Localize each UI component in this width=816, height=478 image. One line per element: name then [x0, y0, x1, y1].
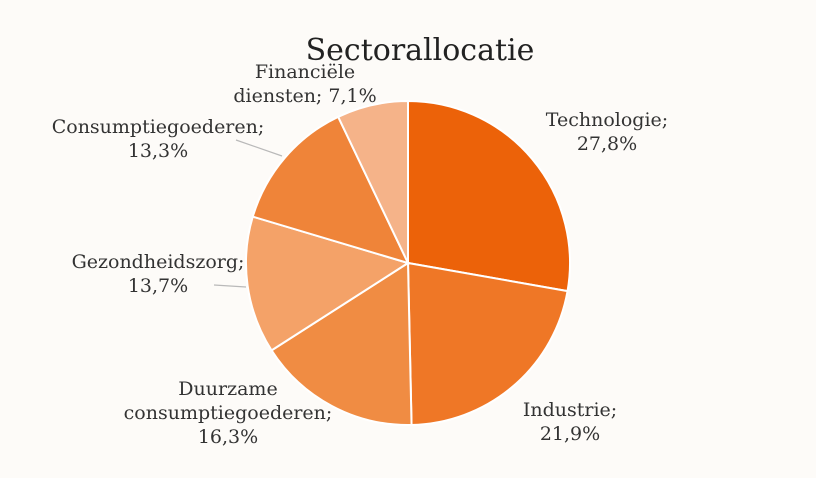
chart-title: Sectorallocatie: [306, 33, 535, 68]
slice-labels: Technologie; 27,8% Industrie; 21,9% Duurzame…: [52, 61, 668, 448]
slice-label: Industrie; 21,9%: [523, 399, 617, 445]
slice-label: Technologie; 27,8%: [546, 109, 668, 155]
slice-label-line: Gezondheidszorg;: [72, 251, 245, 273]
leader-line-4: [235, 139, 283, 157]
pie-slice-industrie: [406, 261, 569, 426]
pie-slice-gezondheidszorg: [245, 215, 411, 352]
slice-label-line: 21,9%: [540, 423, 600, 445]
leader-lines: [213, 139, 283, 288]
slice-label-line: Industrie;: [523, 399, 617, 421]
slice-label-line: consumptiegoederen;: [124, 402, 333, 424]
slice-label-line: 13,3%: [128, 140, 188, 162]
pie-slices: [245, 99, 571, 426]
slice-label: Consumptiegoederen; 13,3%: [52, 116, 265, 162]
slice-label-line: diensten; 7,1%: [233, 85, 376, 107]
pie-slice-duurzame-consumptiegoederen: [270, 261, 413, 426]
pie-slice-financi-le-diensten: [336, 99, 409, 264]
slice-label: Financiële diensten; 7,1%: [233, 61, 376, 107]
slice-label-line: 13,7%: [128, 275, 188, 297]
leader-line-3: [213, 284, 247, 288]
slice-label-line: Duurzame: [178, 378, 277, 400]
slice-label-line: Technologie;: [546, 109, 668, 131]
slice-label-line: 27,8%: [577, 133, 637, 155]
slice-label: Duurzame consumptiegoederen; 16,3%: [124, 378, 333, 448]
slice-label-line: 16,3%: [198, 426, 258, 448]
slice-label: Gezondheidszorg; 13,7%: [72, 251, 245, 297]
pie-slice-consumptiegoederen: [251, 115, 410, 265]
slice-label-line: Financiële: [255, 61, 355, 83]
pie-slice-technologie: [407, 99, 571, 293]
slice-label-line: Consumptiegoederen;: [52, 116, 265, 138]
